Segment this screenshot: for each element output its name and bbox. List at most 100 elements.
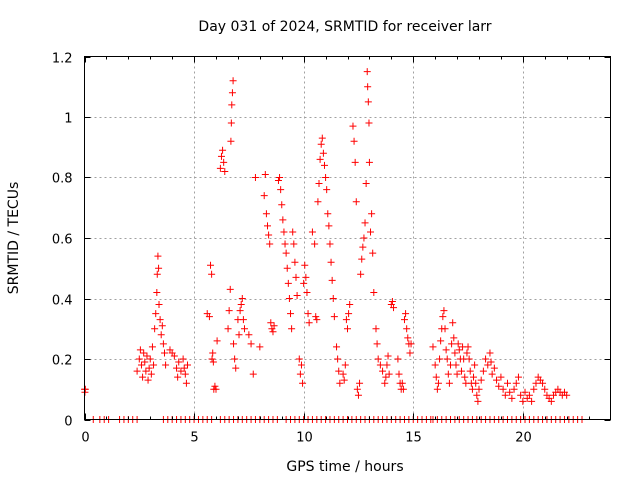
data-point — [350, 137, 358, 145]
data-point — [180, 364, 188, 372]
data-point — [346, 301, 354, 309]
data-point — [155, 264, 163, 272]
data-point — [249, 370, 257, 378]
data-point — [155, 301, 163, 309]
data-point — [245, 331, 253, 339]
data-point — [230, 340, 238, 348]
data-point — [399, 385, 407, 393]
data-point — [170, 352, 178, 360]
data-point — [278, 201, 286, 209]
data-point — [184, 361, 192, 369]
data-point — [137, 361, 145, 369]
data-point — [154, 252, 162, 260]
data-point — [339, 370, 347, 378]
data-point — [517, 391, 525, 399]
data-point — [229, 77, 237, 85]
data-point — [398, 379, 406, 387]
data-point — [266, 240, 274, 248]
data-point — [334, 355, 342, 363]
data-point — [235, 331, 243, 339]
x-axis-title: GPS time / hours — [286, 459, 403, 475]
data-point — [362, 180, 370, 188]
data-point — [322, 174, 330, 181]
y-tick-label: 0.4 — [52, 294, 73, 309]
data-point — [292, 273, 300, 281]
y-tick-label: 1.2 — [52, 52, 73, 67]
data-point — [471, 361, 479, 369]
data-point — [228, 89, 236, 97]
data-point — [226, 285, 234, 293]
data-point — [353, 385, 361, 393]
data-point — [225, 307, 233, 315]
data-point — [290, 240, 298, 248]
data-point — [312, 313, 320, 321]
data-point — [512, 379, 520, 387]
y-tick-labels: 0 0.2 0.4 0.6 0.8 1 1.2 — [52, 52, 73, 430]
data-point — [207, 261, 215, 269]
data-point — [475, 385, 483, 393]
data-point — [486, 349, 494, 357]
data-point — [156, 316, 164, 324]
data-point — [280, 228, 288, 236]
data-point — [433, 385, 441, 393]
data-point — [449, 319, 457, 327]
data-point — [344, 325, 351, 333]
data-point — [503, 379, 511, 387]
data-point — [324, 210, 332, 218]
data-point — [136, 346, 144, 354]
data-point — [240, 325, 248, 333]
data-point — [519, 397, 527, 405]
data-point — [363, 68, 371, 76]
data-point — [472, 379, 480, 387]
data-point — [158, 322, 166, 330]
data-point — [388, 298, 396, 306]
data-point — [284, 279, 292, 287]
data-point — [265, 231, 273, 239]
data-point — [373, 340, 381, 348]
data-point — [440, 307, 448, 315]
data-point — [382, 373, 390, 381]
data-point — [406, 349, 414, 357]
data-point — [327, 258, 335, 266]
data-point — [385, 370, 393, 378]
data-point — [174, 373, 182, 381]
data-point — [300, 279, 308, 287]
data-point — [394, 355, 402, 363]
data-point — [448, 340, 456, 348]
data-point — [211, 382, 219, 390]
data-point — [289, 228, 297, 236]
data-point — [216, 164, 224, 172]
data-point — [354, 391, 362, 399]
data-point — [442, 346, 450, 354]
data-point — [367, 228, 375, 236]
data-point — [317, 140, 325, 148]
data-point — [303, 288, 311, 296]
data-point — [356, 379, 364, 387]
data-point — [159, 340, 167, 348]
data-point — [301, 261, 309, 269]
data-point — [251, 174, 259, 181]
data-point — [179, 355, 187, 363]
data-point — [325, 222, 333, 230]
x-tick-label: 10 — [296, 431, 313, 446]
data-point — [288, 325, 296, 333]
data-point — [479, 367, 487, 375]
y-tick-label: 0.8 — [52, 172, 73, 187]
data-point — [541, 385, 549, 393]
data-point — [525, 391, 533, 399]
data-point — [390, 304, 398, 312]
axis-ticks — [84, 56, 611, 421]
data-point — [295, 355, 303, 363]
data-point — [383, 361, 391, 369]
data-point — [145, 364, 153, 372]
data-point — [287, 310, 295, 318]
data-point — [404, 334, 412, 342]
data-point — [260, 192, 268, 200]
data-point — [453, 370, 461, 378]
data-point — [269, 328, 277, 336]
data-point — [236, 307, 244, 315]
data-point — [466, 367, 474, 375]
data-point — [319, 149, 327, 157]
data-point — [400, 316, 408, 324]
data-point — [313, 316, 321, 324]
